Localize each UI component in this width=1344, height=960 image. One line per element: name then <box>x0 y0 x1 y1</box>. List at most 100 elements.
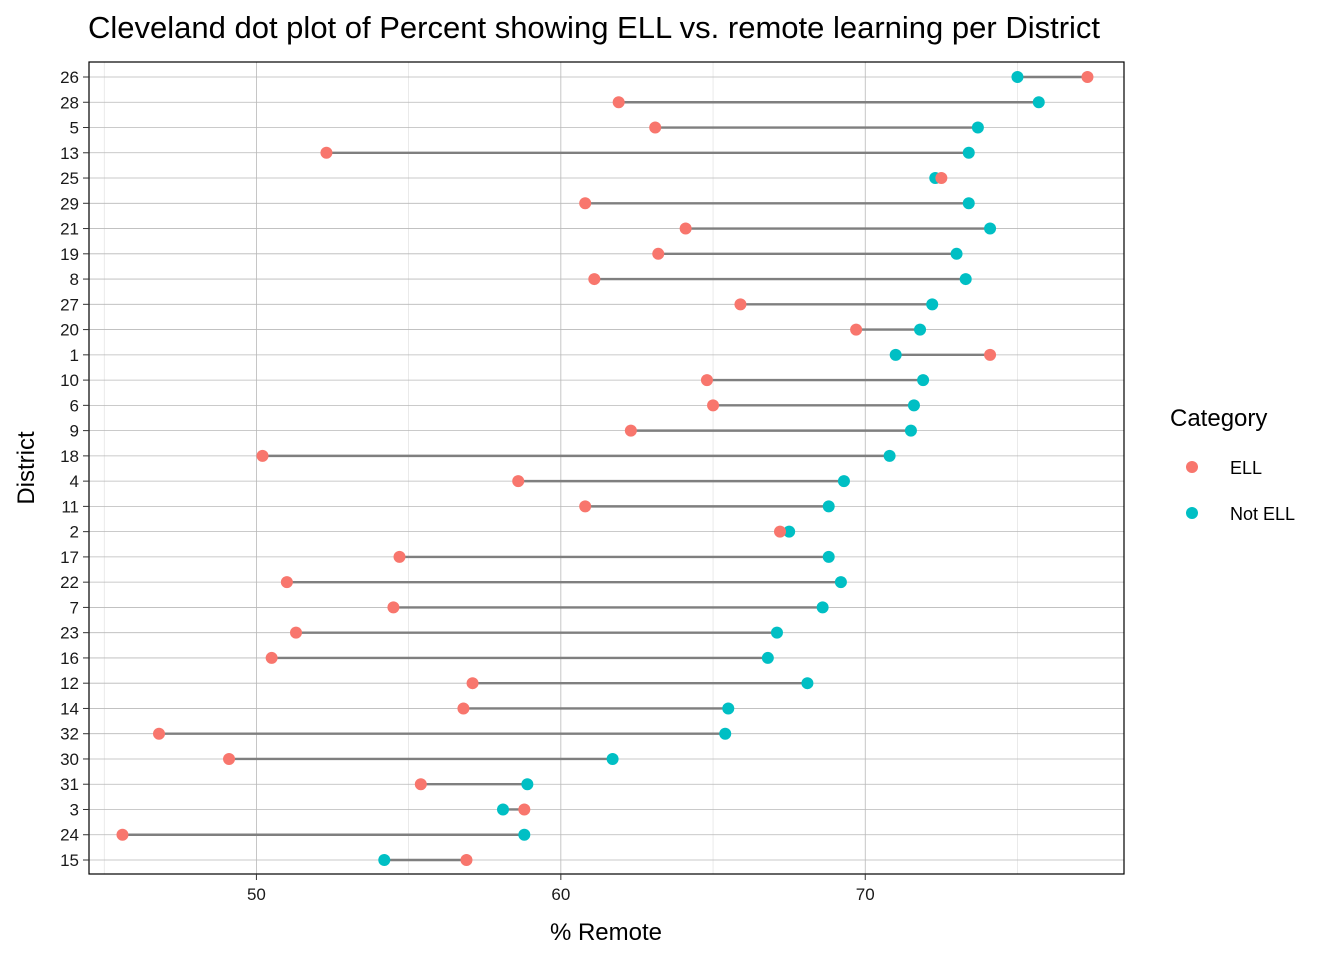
ell-point <box>387 601 400 614</box>
y-tick-label: 28 <box>60 93 79 112</box>
y-tick-label: 12 <box>60 674 79 693</box>
not-ell-point <box>834 576 847 589</box>
legend-title: Category <box>1170 405 1267 432</box>
y-tick-label: 29 <box>60 194 79 213</box>
x-tick-label: 70 <box>856 885 875 904</box>
y-tick-label: 17 <box>60 548 79 567</box>
not-ell-point <box>959 273 972 286</box>
legend: Category ELL Not ELL <box>1170 405 1295 524</box>
not-ell-point <box>950 247 963 260</box>
not-ell-point <box>822 550 835 563</box>
ell-point <box>649 121 662 134</box>
ell-point <box>153 727 166 740</box>
not-ell-point <box>883 449 896 462</box>
not-ell-point <box>816 601 829 614</box>
y-tick-label: 27 <box>60 295 79 314</box>
ell-point <box>393 550 406 563</box>
not-ell-point <box>1011 71 1024 83</box>
ell-point <box>700 374 713 387</box>
ell-point <box>223 752 236 765</box>
y-tick-label: 23 <box>60 624 79 643</box>
not-ell-point <box>719 727 732 740</box>
y-tick-label: 3 <box>70 800 79 819</box>
ell-point <box>588 273 601 286</box>
not-ell-point <box>497 803 509 816</box>
ell-point <box>579 500 592 513</box>
not-ell-point <box>722 702 735 715</box>
y-tick-label: 5 <box>70 119 79 138</box>
ell-point <box>512 475 525 488</box>
not-ell-point <box>917 374 930 387</box>
y-tick-label: 9 <box>70 422 79 441</box>
y-tick-label: 20 <box>60 321 79 340</box>
y-tick-label: 24 <box>60 826 79 845</box>
not-ell-point <box>962 197 975 210</box>
minor-gridlines <box>103 62 1018 874</box>
ell-point <box>460 854 473 866</box>
not-ell-point <box>761 651 774 664</box>
legend-label-not-ell: Not ELL <box>1230 504 1295 524</box>
ell-point <box>579 197 592 210</box>
y-axis-title: District <box>13 431 40 505</box>
ell-point <box>652 247 665 260</box>
y-tick-label: 32 <box>60 725 79 744</box>
x-tick-label: 60 <box>551 885 570 904</box>
not-ell-point <box>783 525 796 538</box>
not-ell-point <box>907 399 920 412</box>
y-tick-label: 14 <box>60 699 79 718</box>
y-tick-label: 30 <box>60 750 79 769</box>
ell-point <box>116 828 129 841</box>
y-tick-label: 15 <box>60 851 79 870</box>
ell-point <box>290 626 302 639</box>
ell-point <box>265 651 278 664</box>
plot-panel-border <box>88 61 1125 875</box>
ell-point <box>518 803 531 816</box>
not-ell-point <box>904 424 917 437</box>
y-tick-label: 4 <box>70 472 79 491</box>
y-tick-label: 13 <box>60 144 79 163</box>
ell-point <box>850 323 863 336</box>
ell-point <box>707 399 720 412</box>
legend-key-ell <box>1186 461 1198 473</box>
data-points <box>116 71 1094 866</box>
x-axis-ticks: 50 60 70 <box>247 874 875 904</box>
x-tick-label: 50 <box>247 885 266 904</box>
y-tick-label: 25 <box>60 169 79 188</box>
y-tick-label: 11 <box>61 497 79 516</box>
ell-point <box>256 449 269 462</box>
y-tick-label: 8 <box>70 270 79 289</box>
y-tick-label: 26 <box>60 68 79 87</box>
not-ell-point <box>889 348 902 361</box>
y-tick-label: 19 <box>60 245 79 264</box>
y-tick-label: 6 <box>70 396 79 415</box>
not-ell-point <box>822 500 835 513</box>
ell-point <box>612 96 625 109</box>
ell-point <box>466 677 479 690</box>
ell-point <box>1081 71 1094 83</box>
y-tick-label: 2 <box>70 523 79 542</box>
legend-label-ell: ELL <box>1230 458 1262 478</box>
not-ell-point <box>518 828 531 841</box>
not-ell-point <box>1032 96 1045 109</box>
not-ell-point <box>962 146 975 159</box>
legend-key-not-ell <box>1186 507 1198 519</box>
y-tick-label: 10 <box>60 371 79 390</box>
y-tick-label: 21 <box>60 220 79 239</box>
ell-point <box>734 298 747 311</box>
x-axis-title: % Remote <box>550 919 662 946</box>
not-ell-point <box>378 854 391 866</box>
not-ell-point <box>837 475 850 488</box>
y-axis-ticks: 26 28 5 13 25 29 21 19 8 27 20 1 10 6 9 18 4 11 2 17 22 7 23 16… <box>60 68 89 870</box>
not-ell-point <box>926 298 939 311</box>
not-ell-point <box>984 222 997 235</box>
y-tick-label: 18 <box>60 447 79 466</box>
not-ell-point <box>971 121 984 134</box>
not-ell-point <box>521 778 534 791</box>
ell-point <box>320 146 333 159</box>
ell-point <box>414 778 427 791</box>
major-gridlines <box>89 62 1124 874</box>
ell-point <box>624 424 637 437</box>
ell-point <box>774 525 787 538</box>
y-tick-label: 7 <box>70 598 79 617</box>
ell-point <box>679 222 692 235</box>
